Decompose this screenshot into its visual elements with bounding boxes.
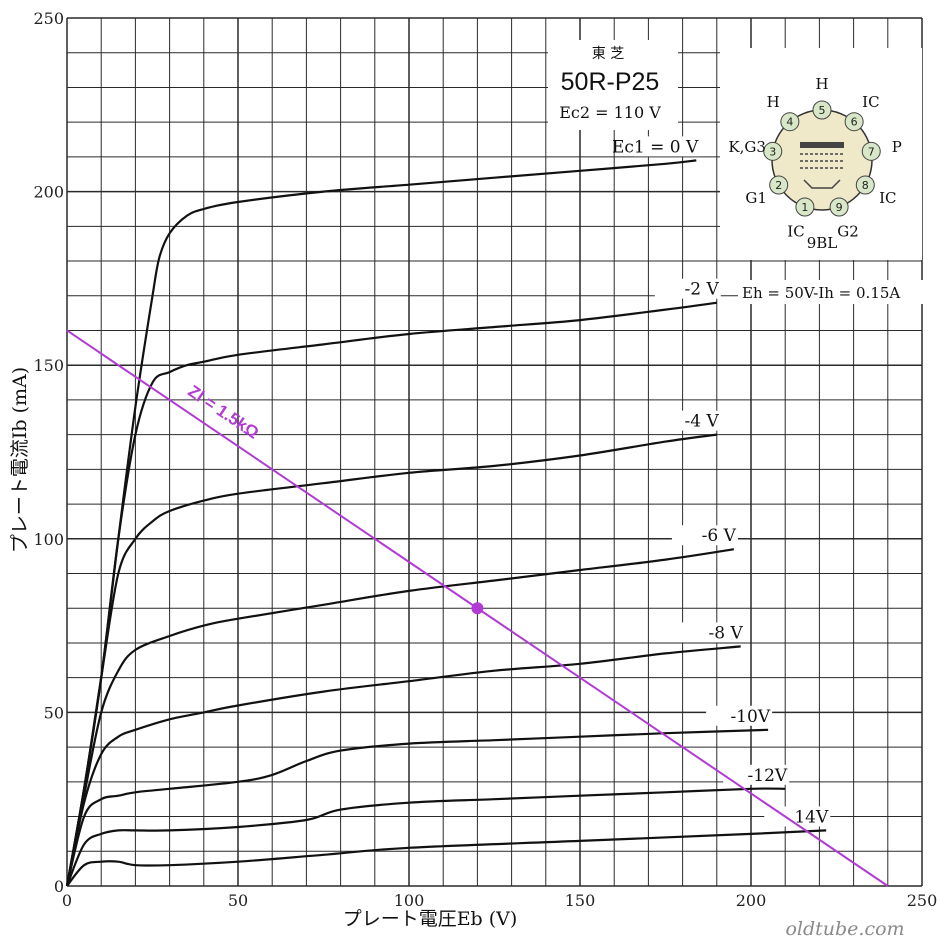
pin-label: IC <box>787 222 804 240</box>
x-tick-labels: 0 50 100 150 200 250 <box>62 891 937 910</box>
curve-label: Ec1 = 0 V <box>612 137 699 157</box>
pin-number: 8 <box>862 179 869 192</box>
operating-point <box>471 602 484 615</box>
curve-line <box>65 728 769 887</box>
y-tick-label: 150 <box>33 356 64 375</box>
y-tick-label: 250 <box>33 9 64 28</box>
pin-number: 1 <box>801 201 808 214</box>
curve-label: -12V <box>748 766 788 786</box>
pin-number: 6 <box>851 116 858 129</box>
pin-number: 2 <box>775 179 782 192</box>
curve-label-bg <box>706 705 773 726</box>
pin-circle <box>829 197 849 217</box>
x-tick-label: 100 <box>394 891 425 910</box>
base-label: 9BL <box>807 234 838 252</box>
y-tick-label: 100 <box>33 530 64 549</box>
x-tick-label: 0 <box>62 891 72 910</box>
curve-label: -6 V <box>702 526 737 546</box>
pin-circle <box>769 175 789 195</box>
pin-circle <box>795 197 815 217</box>
grid <box>66 17 923 887</box>
curve-line <box>65 548 735 887</box>
x-tick-label: 50 <box>228 891 248 910</box>
chart-title: 50R-P25 <box>561 68 660 96</box>
pin-label: IC <box>879 189 896 207</box>
header-brand: 東 芝 <box>592 46 624 62</box>
pin-number: 9 <box>836 201 843 214</box>
curve-label: -8 V <box>708 623 743 643</box>
curve-label-bg <box>654 410 721 431</box>
chart-subtitle: Ec2 = 110 V <box>559 103 661 122</box>
heater-note-bg <box>738 280 924 304</box>
pin-label: P <box>892 138 902 156</box>
tube-heater <box>803 179 841 189</box>
y-tick-labels: 0 50 100 150 200 250 <box>33 9 64 896</box>
pin-circle <box>812 100 832 120</box>
pin-number: 3 <box>769 145 776 158</box>
curve-group <box>65 159 827 887</box>
x-tick-label: 250 <box>907 891 938 910</box>
curve-line <box>65 787 786 887</box>
x-tick-label: 150 <box>565 891 596 910</box>
x-tick-label: 200 <box>736 891 767 910</box>
pin-circle <box>763 141 783 161</box>
y-tick-label: 200 <box>33 183 64 202</box>
curve-line <box>65 433 717 887</box>
x-axis-label: プレート電圧Eb (V) <box>343 908 518 930</box>
pin-number: 4 <box>786 116 793 129</box>
curve-label-bg <box>654 278 721 299</box>
curve-label-bg <box>634 136 701 157</box>
pin-circle <box>844 112 864 132</box>
curve-line <box>65 645 741 887</box>
curve-labels: Ec1 = 0 V -2 V -4 V -6 V -8 V -10V -12V 14V <box>612 136 831 827</box>
pin-label: H <box>815 75 828 93</box>
curve-label: 14V <box>794 807 829 827</box>
curve-line <box>66 829 827 887</box>
pin-label: G1 <box>745 189 767 207</box>
curve-label-bg <box>723 764 790 785</box>
title-block <box>548 40 678 130</box>
pin-number: 7 <box>868 145 875 158</box>
curve-label: -2 V <box>685 280 720 300</box>
curve-label: -10V <box>730 707 770 727</box>
pin-label: H <box>767 93 780 111</box>
pin-label: IC <box>862 93 879 111</box>
tube-plate <box>800 142 844 148</box>
y-tick-label: 0 <box>54 877 64 896</box>
pin-circle <box>780 112 800 132</box>
y-tick-label: 50 <box>44 703 64 722</box>
y-axis-label: プレート電流Ib (mA) <box>9 367 31 553</box>
pin-label: K,G3 <box>728 138 766 156</box>
pin-circle <box>861 141 881 161</box>
watermark: oldtube.com <box>785 918 904 940</box>
curve-label-bg <box>678 622 745 643</box>
curve-label-bg <box>671 525 738 546</box>
heater-note: Eh = 50V-Ih = 0.15A <box>742 284 900 302</box>
curve-label: -4 V <box>685 412 720 432</box>
curve-label-bg <box>764 806 831 827</box>
pin-number: 5 <box>819 104 826 117</box>
pin-label: G2 <box>837 222 859 240</box>
pin-circle <box>855 175 875 195</box>
